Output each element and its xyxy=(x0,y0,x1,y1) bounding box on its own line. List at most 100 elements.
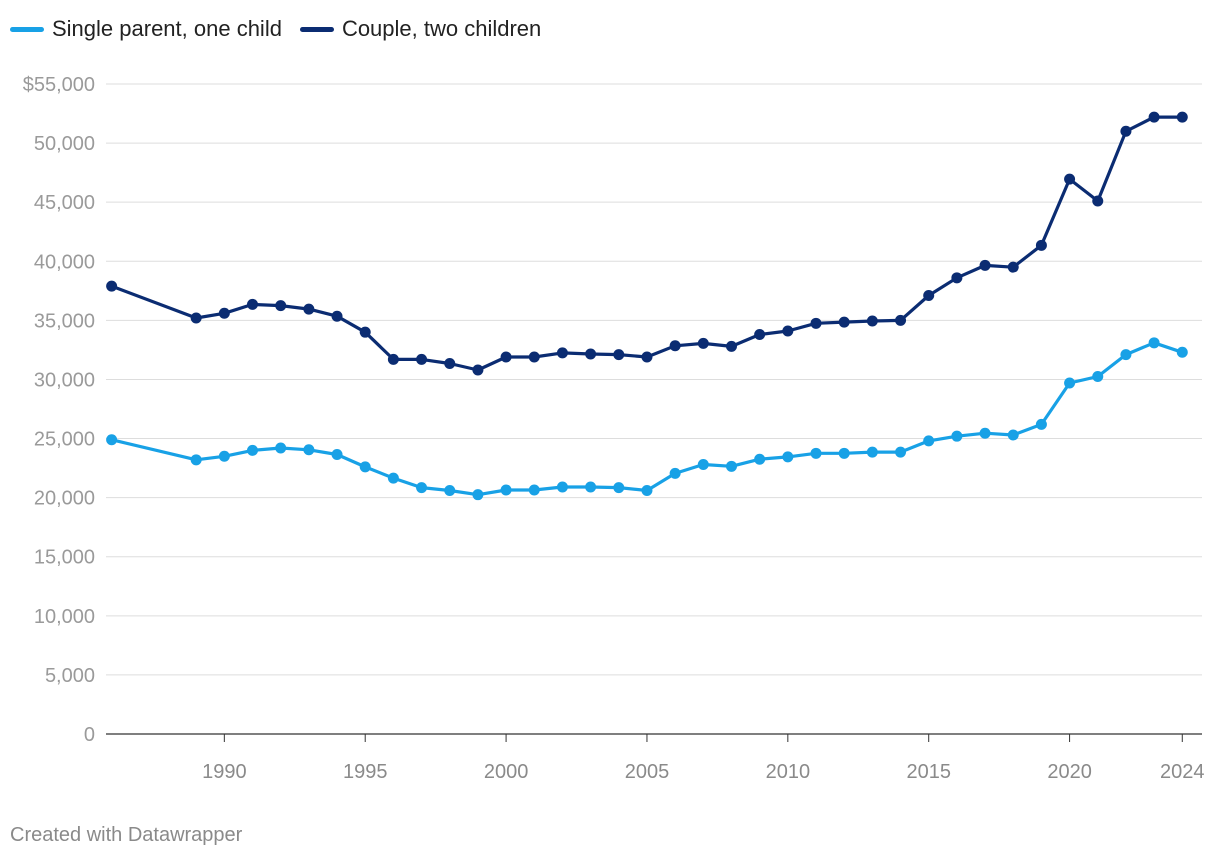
data-point-couple-1986 xyxy=(106,280,118,292)
x-tick-label-1995: 1995 xyxy=(343,761,388,783)
data-point-single-parent-2024 xyxy=(1176,346,1188,358)
data-point-couple-2005 xyxy=(641,351,653,363)
data-point-single-parent-1994 xyxy=(331,449,343,460)
x-tick-label-2010: 2010 xyxy=(766,761,811,783)
data-point-single-parent-2017 xyxy=(979,427,991,439)
data-point-single-parent-2002 xyxy=(556,481,568,493)
data-point-single-parent-2011 xyxy=(810,447,822,459)
data-point-single-parent-2000 xyxy=(500,484,512,496)
data-point-single-parent-1997 xyxy=(416,482,428,494)
data-point-single-parent-2023 xyxy=(1148,337,1160,349)
legend-swatch-couple xyxy=(299,26,334,32)
x-tick-label-2020: 2020 xyxy=(1047,761,1092,783)
data-point-single-parent-2021 xyxy=(1092,371,1104,382)
data-point-single-parent-1998 xyxy=(444,485,456,497)
data-point-couple-1996 xyxy=(387,353,399,365)
data-point-single-parent-2016 xyxy=(951,430,963,442)
data-point-single-parent-2010 xyxy=(782,451,794,463)
y-tick-label-40000: 40,000 xyxy=(34,251,95,273)
legend-item-couple[interactable]: Couple, two children xyxy=(299,16,542,42)
data-point-single-parent-2007 xyxy=(697,459,709,471)
data-point-couple-2007 xyxy=(697,337,709,349)
data-point-couple-1997 xyxy=(416,353,428,365)
data-point-single-parent-2019 xyxy=(1035,418,1047,430)
data-point-couple-2023 xyxy=(1148,111,1160,123)
data-point-single-parent-2004 xyxy=(613,482,625,494)
data-point-single-parent-1996 xyxy=(387,472,399,484)
data-point-couple-2017 xyxy=(979,259,991,271)
data-point-single-parent-2003 xyxy=(585,481,597,493)
data-point-couple-2022 xyxy=(1120,125,1132,137)
data-point-couple-1999 xyxy=(472,364,484,376)
data-point-single-parent-2014 xyxy=(895,446,907,458)
data-point-single-parent-1992 xyxy=(275,442,287,454)
data-point-couple-1990 xyxy=(218,307,230,319)
data-point-single-parent-2009 xyxy=(754,453,766,465)
legend: Single parent, one child Couple, two chi… xyxy=(10,16,541,42)
data-point-couple-1992 xyxy=(275,300,287,312)
data-point-couple-1995 xyxy=(359,326,371,338)
data-point-single-parent-2006 xyxy=(669,467,681,479)
data-point-couple-2013 xyxy=(866,315,878,327)
y-tick-label-15000: 15,000 xyxy=(34,547,95,569)
data-point-couple-2021 xyxy=(1092,195,1104,207)
data-point-single-parent-2018 xyxy=(1007,429,1019,441)
data-point-couple-2003 xyxy=(585,348,597,360)
legend-label-couple: Couple, two children xyxy=(341,16,542,41)
data-point-single-parent-2008 xyxy=(725,460,737,472)
data-point-single-parent-1990 xyxy=(218,450,230,462)
x-tick-label-2005: 2005 xyxy=(625,761,670,783)
data-point-couple-1994 xyxy=(331,310,343,322)
data-point-couple-2011 xyxy=(810,317,822,329)
y-tick-label-5000: 5,000 xyxy=(45,665,95,687)
data-point-single-parent-1995 xyxy=(359,461,371,473)
data-point-single-parent-1999 xyxy=(472,489,484,501)
y-tick-label-25000: 25,000 xyxy=(34,429,95,451)
data-point-single-parent-2015 xyxy=(923,435,935,447)
data-point-single-parent-1993 xyxy=(303,444,315,456)
y-tick-label-30000: 30,000 xyxy=(34,369,95,391)
y-tick-label-50000: 50,000 xyxy=(34,133,95,155)
legend-item-single-parent[interactable]: Single parent, one child xyxy=(10,16,282,42)
data-point-couple-2002 xyxy=(556,347,568,359)
data-point-single-parent-2013 xyxy=(866,446,878,458)
data-point-couple-2006 xyxy=(669,340,681,352)
data-point-single-parent-2005 xyxy=(641,485,653,497)
y-tick-label-20000: 20,000 xyxy=(34,488,95,510)
series-line-single-parent xyxy=(109,341,1184,497)
y-tick-label-10000: 10,000 xyxy=(34,606,95,628)
data-point-couple-2001 xyxy=(528,351,540,363)
credit-footer: Created with Datawrapper xyxy=(10,824,243,846)
data-point-single-parent-1991 xyxy=(247,444,259,456)
data-point-couple-2016 xyxy=(951,272,963,284)
data-point-couple-2015 xyxy=(923,290,935,302)
data-point-couple-2004 xyxy=(613,349,625,361)
data-point-couple-2020 xyxy=(1064,173,1076,185)
data-point-couple-2018 xyxy=(1007,261,1019,273)
y-tick-label-0: 0 xyxy=(84,724,95,746)
y-tick-label-35000: 35,000 xyxy=(34,310,95,332)
legend-swatch-single-parent xyxy=(10,26,44,32)
data-point-couple-1991 xyxy=(247,298,259,310)
data-point-single-parent-2012 xyxy=(838,447,850,459)
data-point-single-parent-1986 xyxy=(106,434,118,446)
data-point-couple-2010 xyxy=(782,325,794,337)
data-point-couple-1993 xyxy=(303,303,315,315)
data-point-couple-2008 xyxy=(725,340,737,352)
x-tick-label-1990: 1990 xyxy=(202,761,247,783)
data-point-single-parent-2022 xyxy=(1120,349,1132,361)
y-tick-label-55000: $55,000 xyxy=(23,74,95,96)
data-point-couple-1989 xyxy=(190,312,202,324)
x-tick-label-2015: 2015 xyxy=(906,761,951,783)
x-tick-label-2024: 2024 xyxy=(1160,761,1205,783)
data-point-couple-2012 xyxy=(838,316,850,328)
data-point-single-parent-2020 xyxy=(1064,377,1076,389)
data-point-couple-2000 xyxy=(500,351,512,363)
data-point-couple-1998 xyxy=(444,358,456,369)
data-point-single-parent-1989 xyxy=(190,454,202,466)
legend-label-single-parent: Single parent, one child xyxy=(52,16,282,41)
data-point-couple-2014 xyxy=(895,314,907,326)
data-point-couple-2019 xyxy=(1035,239,1047,251)
y-tick-label-45000: 45,000 xyxy=(34,192,95,214)
series-line-couple xyxy=(109,115,1184,372)
